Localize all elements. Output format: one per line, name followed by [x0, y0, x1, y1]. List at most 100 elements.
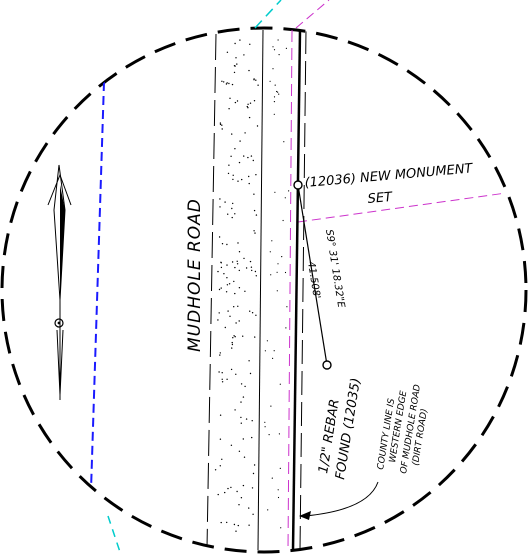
stipple-dot: [279, 467, 281, 469]
stipple-dot: [255, 174, 257, 176]
stipple-dot: [230, 444, 233, 446]
stipple-dot: [235, 322, 237, 324]
stipple-dot: [217, 270, 219, 273]
stipple-dot: [220, 262, 222, 264]
stipple-dot: [218, 371, 220, 373]
stipple-dot: [238, 269, 240, 272]
stipple-dot: [228, 164, 230, 166]
stipple-dot: [286, 306, 288, 308]
stipple-dot: [272, 46, 274, 48]
stipple-dot: [252, 513, 254, 515]
leader-arrowhead-icon: [299, 511, 311, 520]
stipple-dot: [252, 159, 254, 162]
stipple-dot: [217, 319, 219, 321]
stipple-dot: [272, 357, 274, 359]
stipple-dot: [232, 337, 234, 339]
stipple-dot: [274, 84, 276, 86]
stipple-dot: [226, 284, 229, 286]
stipple-dot: [234, 148, 236, 150]
stipple-dot: [235, 530, 237, 532]
stipple-dot: [245, 267, 248, 269]
stipple-dot: [264, 426, 266, 428]
stipple-dot: [227, 487, 229, 490]
stipple-dot: [269, 80, 271, 82]
stipple-dot: [253, 209, 256, 212]
stipple-dot: [246, 105, 248, 108]
stipple-dot: [288, 190, 290, 192]
bearing-label: S9° 31' 18.32"E: [323, 229, 346, 310]
stipple-dot: [218, 236, 221, 238]
stipple-dot: [219, 352, 221, 354]
stipple-dot: [278, 54, 280, 56]
stipple-dot: [248, 524, 250, 526]
stipple-dot: [237, 180, 239, 182]
stipple-dot: [242, 396, 245, 398]
stipple-dot: [281, 256, 283, 258]
stipple-dot: [247, 156, 249, 159]
stipple-dot: [266, 340, 268, 342]
stipple-dot: [240, 497, 243, 499]
stipple-dot: [237, 305, 239, 307]
road-east-dashed-edge: [299, 29, 307, 551]
distance-label: 41.508': [305, 261, 322, 300]
stipple-dot: [277, 263, 279, 265]
stipple-dot: [243, 456, 246, 458]
stipple-dot: [231, 216, 233, 219]
stipple-dot: [232, 178, 234, 181]
stipple-dot: [249, 372, 252, 375]
stipple-dot: [238, 287, 241, 289]
stipple-dot: [237, 242, 239, 244]
stipple-dot: [240, 416, 242, 419]
stipple-dot: [238, 161, 241, 164]
stipple-dot: [251, 312, 254, 314]
stipple-dot: [278, 93, 280, 95]
stipple-dot: [248, 360, 250, 362]
stipple-dot: [238, 320, 240, 322]
bearing-line: [297, 184, 328, 366]
stipple-dot: [231, 343, 234, 346]
stipple-dot: [221, 124, 223, 126]
stipple-dot: [228, 283, 231, 285]
stipple-dot: [224, 491, 226, 494]
stipple-dot: [233, 280, 235, 283]
road-east-edge: [291, 29, 302, 551]
stipple-dot: [253, 78, 255, 80]
stipple-dot: [226, 521, 228, 524]
stipple-dot: [282, 219, 284, 222]
stipple-dot: [235, 57, 237, 59]
stipple-dot: [233, 71, 236, 74]
stipple-dot: [221, 378, 223, 380]
stipple-dot: [214, 469, 217, 471]
stipple-dot: [226, 264, 228, 266]
stipple-dot: [230, 486, 232, 489]
stipple-dot: [234, 42, 236, 45]
stipple-dot: [271, 240, 273, 242]
new-monument-label: (12036) NEW MONUMENT: [304, 161, 474, 191]
stipple-dot: [243, 257, 245, 260]
stipple-dot: [268, 434, 270, 436]
stipple-dot: [273, 49, 276, 51]
rebar-monument-icon: [322, 360, 332, 370]
stipple-dot: [251, 487, 254, 489]
stipple-dot: [233, 306, 235, 308]
stipple-dot: [223, 81, 225, 83]
stipple-dot: [236, 263, 239, 265]
stipple-dot: [244, 132, 246, 134]
stipple-dot: [243, 155, 245, 157]
stipple-dot: [231, 133, 233, 135]
fence-line-bottom: [107, 515, 122, 555]
stipple-dot: [250, 266, 253, 268]
stipple-dot: [264, 421, 266, 423]
stipple-dot: [252, 472, 255, 475]
stipple-dot: [243, 54, 245, 56]
stipple-dot: [244, 290, 246, 292]
stipple-dot: [226, 243, 228, 246]
stipple-dot: [254, 270, 257, 273]
stipple-dot: [228, 108, 230, 110]
stipple-dot: [220, 521, 222, 524]
stipple-dot: [235, 373, 237, 375]
stipple-dot: [221, 243, 224, 245]
stipple-dot: [273, 113, 275, 115]
stipple-dot: [238, 504, 240, 506]
stipple-dot: [255, 79, 257, 81]
